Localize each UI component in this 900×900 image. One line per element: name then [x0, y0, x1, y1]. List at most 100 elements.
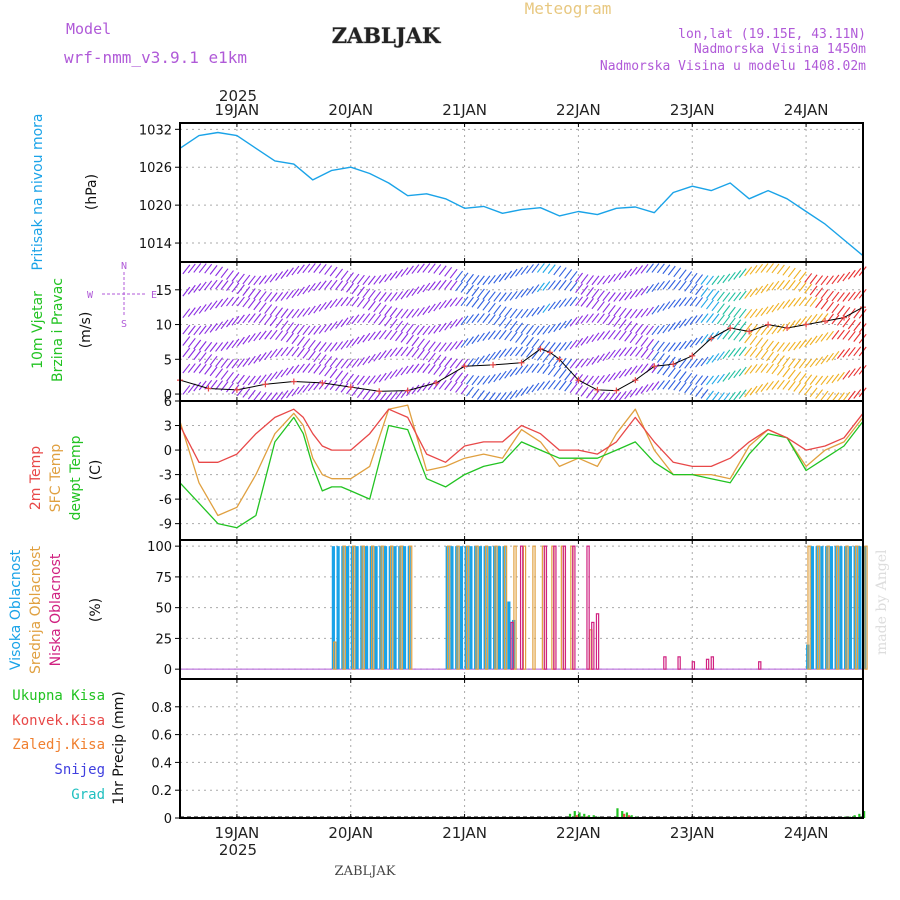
wind-barb	[542, 303, 551, 314]
altitude-label: Nadmorska Visina 1450m	[694, 42, 866, 57]
wind-barb	[307, 381, 316, 392]
mid-cloud-bar	[835, 545, 840, 670]
wind-barb	[836, 273, 845, 284]
wind-barb	[700, 313, 709, 323]
wind-barb	[498, 272, 507, 283]
wind-barb	[716, 373, 725, 384]
wind-barb	[422, 305, 431, 316]
wind-barb	[318, 365, 327, 375]
wind-barb	[618, 390, 627, 401]
high-cloud-bar	[829, 546, 833, 670]
wind-barb	[575, 358, 584, 369]
wind-barb	[776, 355, 785, 365]
wind-barb	[367, 313, 376, 324]
total-rain-bar	[583, 813, 586, 818]
wind-barb	[416, 338, 425, 349]
wind-barb	[247, 333, 256, 343]
wind-barb	[536, 282, 545, 293]
wind-barb	[340, 296, 349, 307]
wind-barb	[427, 263, 436, 274]
wind-barb	[684, 296, 693, 307]
wind-barb	[826, 330, 834, 341]
wind-barb	[444, 380, 453, 391]
wind-barb	[209, 355, 218, 366]
wind-barb	[362, 332, 371, 343]
wind-barb	[526, 325, 534, 335]
wind-barb	[629, 333, 638, 344]
wind-barb	[215, 342, 224, 352]
wind-barb	[847, 330, 856, 341]
wind-barb	[591, 332, 600, 343]
wind-barb	[466, 375, 474, 385]
wind-barb	[689, 385, 698, 396]
wind-barb	[471, 313, 480, 324]
wind-barb	[596, 374, 605, 385]
wind-barb	[193, 363, 202, 373]
compass-west: W	[87, 290, 94, 301]
wind-barb	[247, 313, 256, 323]
wind-barb	[853, 389, 862, 399]
precip-legend-item: Ukupna Kisa	[12, 688, 105, 704]
watermark: made by Angel	[874, 549, 890, 655]
wind-barb	[504, 330, 513, 341]
wind-barb	[787, 341, 796, 352]
wind-barb	[624, 366, 633, 377]
wind-barb	[656, 341, 665, 352]
wind-barb	[416, 363, 425, 373]
wind-barb	[776, 365, 785, 376]
wind-barb	[422, 381, 431, 392]
wind-barb	[269, 371, 278, 381]
wind-barb	[793, 358, 802, 369]
wind-barb	[335, 268, 344, 279]
wind-barb	[476, 375, 485, 386]
high-cloud-bar	[459, 546, 464, 670]
high-cloud-bar	[810, 546, 815, 670]
wind-barb	[596, 301, 605, 311]
y-tick-label: 1020	[139, 199, 172, 214]
wind-axis-label: 10m Vjetar	[30, 291, 46, 369]
wind-barb	[640, 285, 649, 296]
wind-barb	[384, 292, 393, 302]
wind-barb	[247, 275, 256, 286]
convective-rain-bar	[623, 813, 626, 818]
wind-barb	[269, 348, 278, 359]
wind-barb	[755, 337, 764, 348]
wind-barb	[711, 290, 720, 301]
wind-barb	[689, 272, 698, 283]
wind-barb	[733, 368, 742, 379]
wind-barb	[744, 387, 753, 398]
wind-barb	[471, 274, 480, 285]
y-tick-label: -9	[159, 518, 172, 533]
low-cloud-bar	[572, 545, 576, 670]
wind-barb	[515, 365, 524, 376]
wind-barb	[384, 316, 393, 327]
wind-barb	[744, 289, 753, 299]
convective-rain-bar	[627, 815, 630, 818]
wind-barb	[449, 319, 458, 329]
wind-barb	[607, 349, 616, 360]
wind-barb	[487, 374, 496, 384]
wind-barb	[247, 375, 256, 386]
wind-barb	[302, 284, 311, 295]
panel-frame	[179, 539, 864, 680]
wind-barb	[264, 373, 273, 383]
wind-barb	[378, 292, 387, 302]
wind-barb	[187, 363, 196, 373]
wind-barb	[275, 391, 284, 402]
wind-barb	[329, 342, 338, 352]
wind-barb	[635, 347, 644, 357]
wind-barb	[809, 274, 818, 285]
temperature-panel: -9 -6 -3 0 3 6 2m Temp SFC Temp dewpt Temp (C)	[28, 395, 864, 541]
wind-barb	[755, 263, 764, 274]
wind-barb	[716, 351, 725, 361]
wind-barb	[498, 306, 507, 317]
wind-barb	[286, 308, 294, 319]
wind-barb	[651, 340, 660, 351]
wind-barb	[275, 369, 284, 380]
wind-barb	[367, 353, 376, 364]
high-cloud-bar	[346, 546, 350, 670]
wind-barb	[362, 389, 371, 400]
wind-barb	[226, 296, 234, 307]
wind-barb	[455, 296, 464, 307]
